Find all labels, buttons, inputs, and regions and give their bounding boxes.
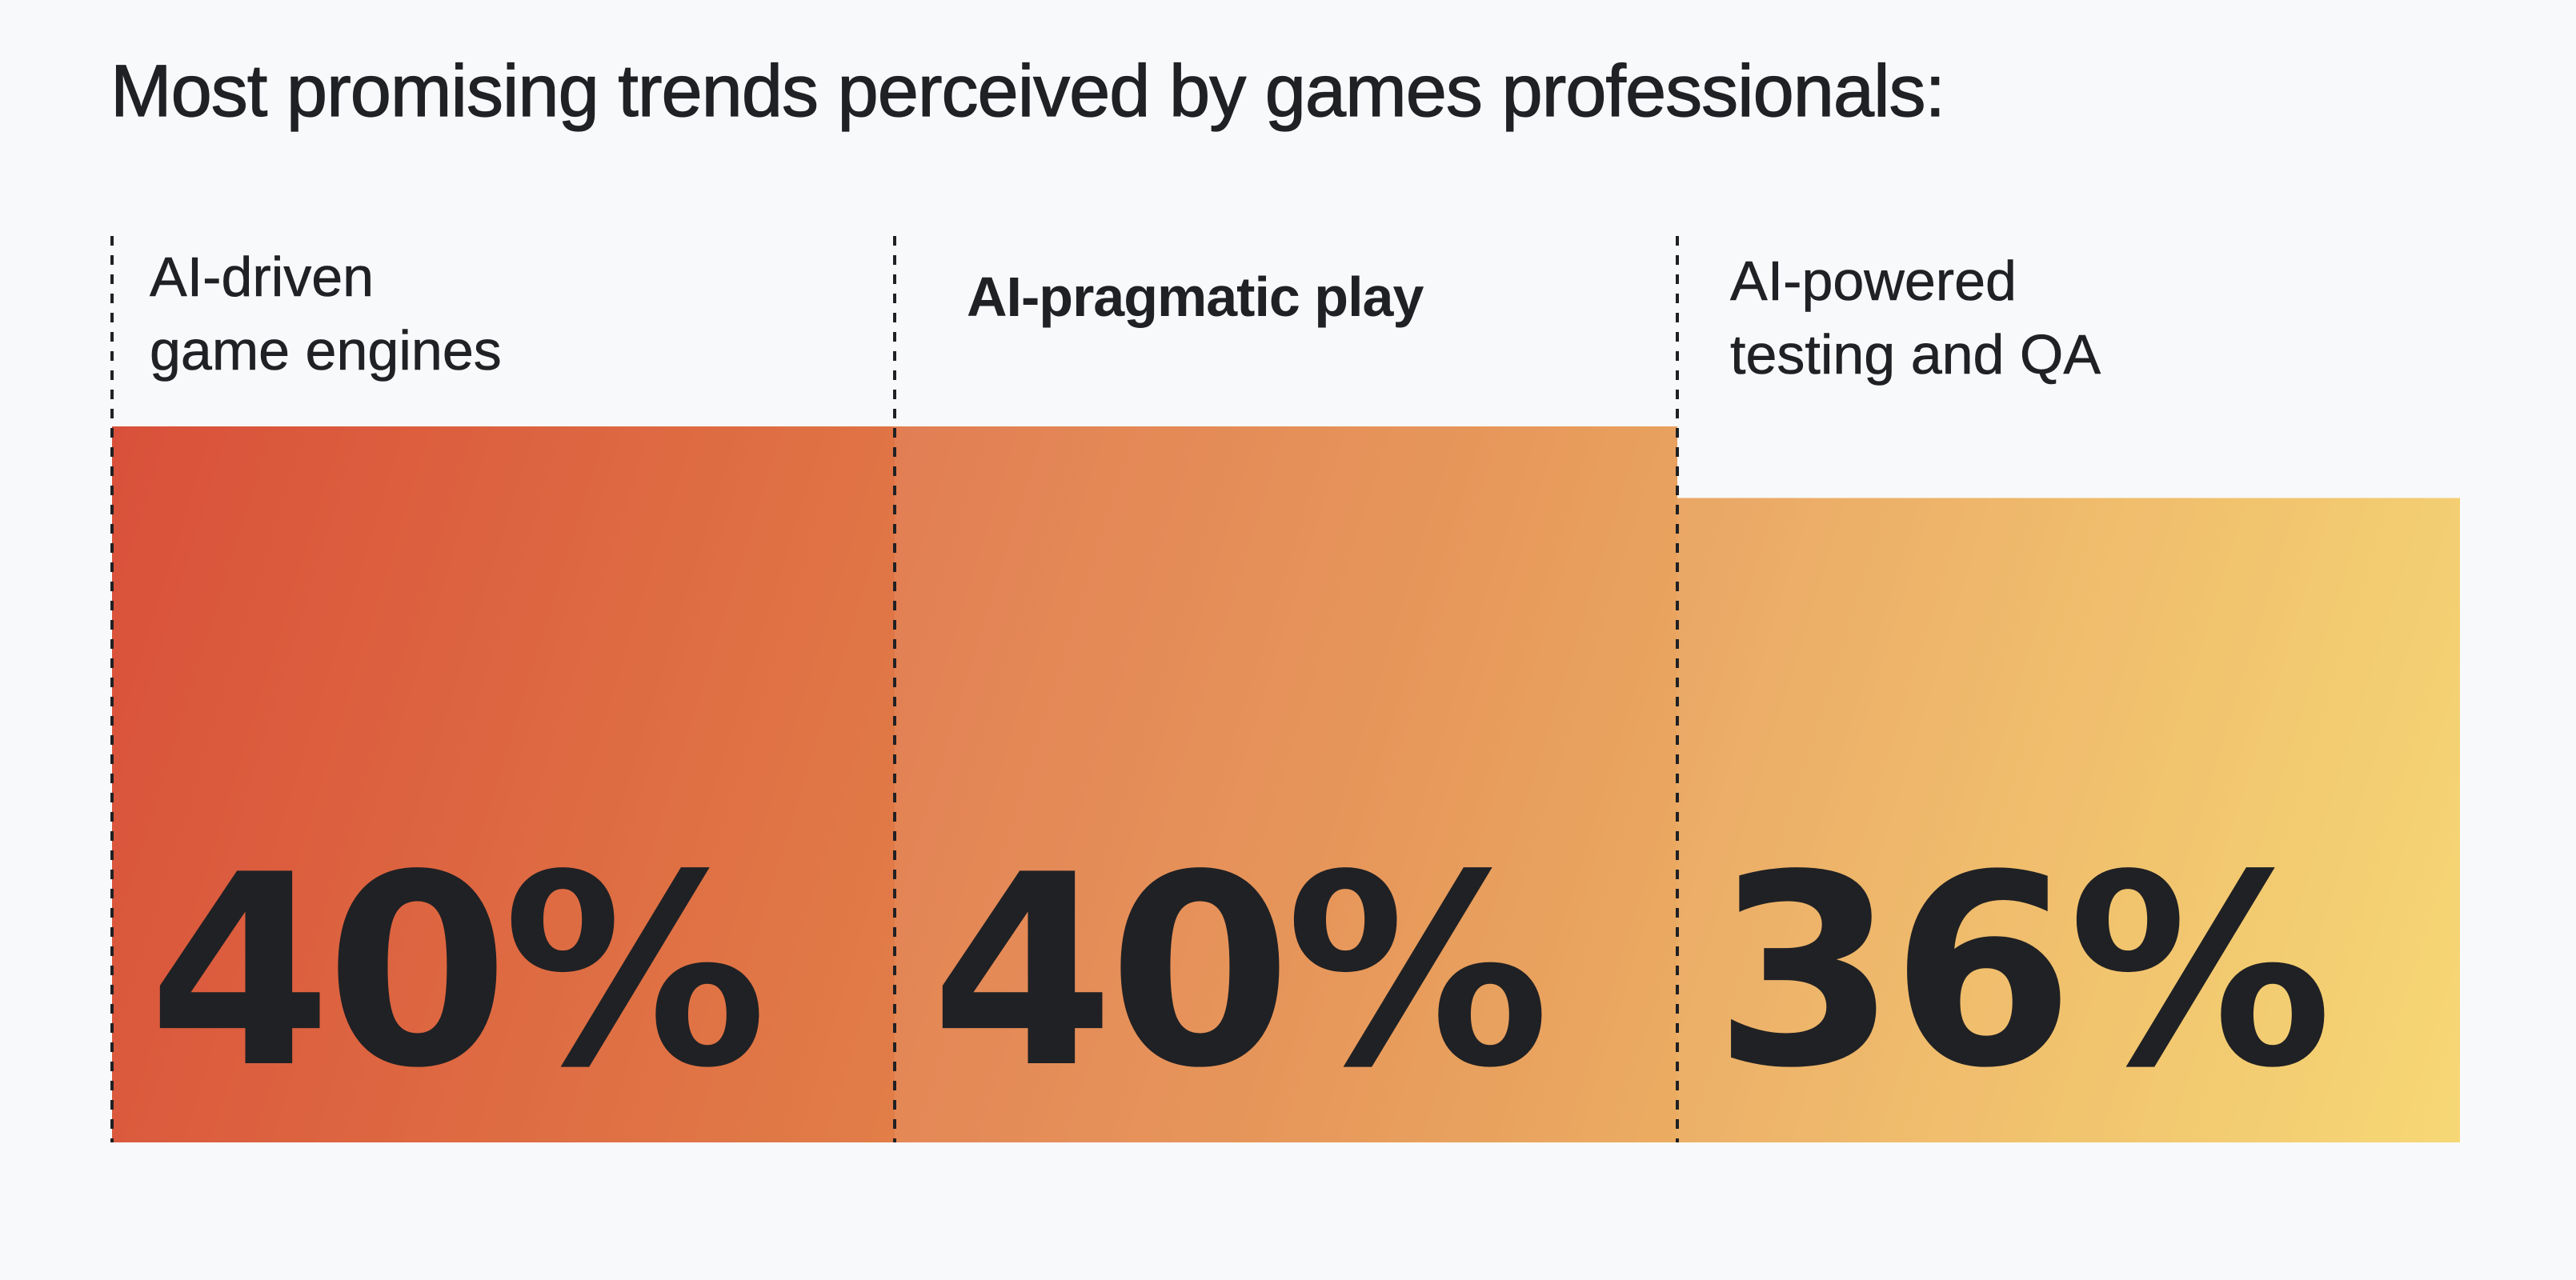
bar-3 xyxy=(1677,498,2460,1142)
bar-2 xyxy=(895,426,1677,1142)
category-label-3: AI-powered testing and QA xyxy=(1730,250,2101,386)
bar-2-tint xyxy=(895,426,1677,1142)
value-label-1: 40% xyxy=(148,818,767,1126)
value-label-3: 36% xyxy=(1713,818,2333,1126)
chart-title: Most promising trends perceived by games… xyxy=(110,50,1945,132)
category-label-1: AI-driven game engines xyxy=(150,246,502,382)
dividers-layer xyxy=(110,236,1679,1142)
value-label-2: 40% xyxy=(931,818,1550,1126)
bar-1 xyxy=(112,426,895,1142)
category-label-2: AI-pragmatic play xyxy=(967,266,1424,328)
bar-3-tint xyxy=(1677,498,2460,1142)
bars-layer xyxy=(112,426,2460,1142)
